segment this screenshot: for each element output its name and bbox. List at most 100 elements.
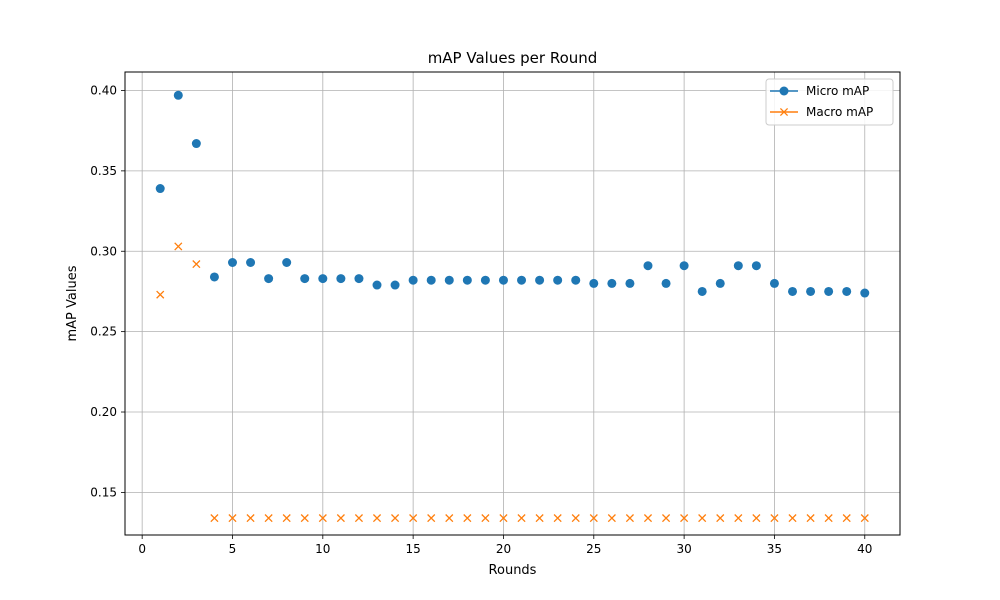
plot-marks (155, 90, 870, 523)
micro-map-point (480, 275, 490, 285)
y-tick-label: 0.15 (90, 485, 117, 499)
x-tick-label: 5 (229, 542, 237, 556)
micro-map-point (679, 261, 689, 271)
macro-map-point (445, 514, 454, 523)
micro-map-point (733, 261, 743, 271)
micro-map-point (462, 275, 472, 285)
macro-map-point (174, 242, 183, 251)
macro-map-point (571, 514, 580, 523)
micro-map-point (806, 286, 816, 296)
micro-map-point (860, 288, 870, 298)
legend-marker (779, 86, 789, 96)
macro-map-point (282, 514, 291, 523)
x-axis-label: Rounds (489, 563, 537, 578)
micro-map-point (246, 258, 256, 268)
macro-map-point (517, 514, 526, 523)
macro-map-point (318, 514, 327, 523)
x-tick-label: 15 (406, 542, 421, 556)
y-tick-label: 0.35 (90, 164, 117, 178)
macro-map-point (210, 514, 219, 523)
micro-map-point (173, 90, 183, 100)
micro-map-point (571, 275, 581, 285)
macro-map-point (192, 260, 201, 269)
micro-map-point (372, 280, 382, 290)
macro-map-point (842, 514, 851, 523)
macro-map-point (643, 514, 653, 523)
ticks: 0 5 10 15 20 25 30 35 40 0.15 0.20 0.25 0.30 0.35 0.40 (90, 83, 872, 556)
macro-map-point (770, 514, 779, 523)
macro-map-point (228, 514, 237, 523)
macro-map-point (463, 514, 472, 523)
micro-map-point (643, 261, 653, 271)
micro-map-point (444, 275, 454, 285)
micro-map-point (535, 275, 545, 285)
micro-map-point (300, 274, 310, 284)
legend-marker (779, 107, 789, 117)
x-tick-label: 35 (767, 542, 782, 556)
y-tick-label: 0.30 (90, 244, 117, 258)
macro-map-point (806, 514, 815, 523)
micro-map-point (589, 278, 599, 288)
x-tick-label: 25 (586, 542, 601, 556)
legend: Micro mAP Macro mAP (765, 78, 894, 126)
macro-map-point (372, 514, 382, 523)
micro-map-point (842, 286, 852, 296)
chart-title: mAP Values per Round (428, 49, 598, 67)
micro-map-point (155, 184, 165, 194)
macro-map-point (354, 514, 364, 523)
macro-map-point (680, 514, 689, 523)
micro-map-point (354, 274, 364, 284)
y-tick-label: 0.40 (90, 83, 117, 97)
micro-map-point (625, 278, 635, 288)
macro-map-point (716, 514, 725, 523)
macro-map-point (156, 290, 165, 299)
macro-map-point (824, 514, 833, 523)
plot-frame (124, 71, 901, 536)
x-tick-label: 30 (676, 542, 691, 556)
macro-map-point (300, 514, 309, 523)
micro-map-point (824, 286, 834, 296)
micro-map-point (607, 278, 617, 288)
macro-map-point (481, 514, 490, 523)
micro-map-point (426, 275, 436, 285)
micro-map-point (408, 275, 418, 285)
macro-map-point (734, 514, 743, 523)
micro-map-point (769, 278, 779, 288)
micro-map-point (498, 275, 508, 285)
macro-map-point (661, 514, 671, 523)
micro-map-point (209, 272, 219, 282)
macro-map-point (246, 514, 255, 523)
macro-map-point (625, 514, 634, 523)
legend-label: Macro mAP (806, 105, 873, 119)
micro-map-point (697, 286, 707, 296)
micro-map-point (751, 261, 761, 271)
x-tick-label: 0 (138, 542, 146, 556)
micro-map-point (336, 274, 346, 284)
macro-map-point (427, 514, 436, 523)
micro-map-point (517, 275, 527, 285)
legend-label: Micro mAP (806, 84, 869, 98)
micro-map-point (390, 280, 400, 290)
macro-map-point (607, 514, 616, 523)
macro-map-point (264, 514, 273, 523)
macro-map-point (752, 514, 761, 523)
micro-map-point (318, 274, 328, 284)
macro-map-point (535, 514, 544, 523)
y-tick-label: 0.25 (90, 325, 117, 339)
macro-map-point (336, 514, 345, 523)
x-tick-label: 10 (315, 542, 330, 556)
micro-map-point (264, 274, 274, 284)
macro-map-point (788, 514, 797, 523)
x-tick-label: 20 (496, 542, 511, 556)
macro-map-point (860, 514, 869, 523)
grid (125, 72, 900, 535)
y-tick-label: 0.20 (90, 405, 117, 419)
micro-map-point (282, 258, 292, 268)
micro-map-point (191, 139, 201, 149)
x-tick-label: 40 (857, 542, 872, 556)
macro-map-point (589, 514, 598, 523)
macro-map-point (409, 514, 418, 523)
macro-map-point (553, 514, 562, 523)
micro-map-point (553, 275, 563, 285)
